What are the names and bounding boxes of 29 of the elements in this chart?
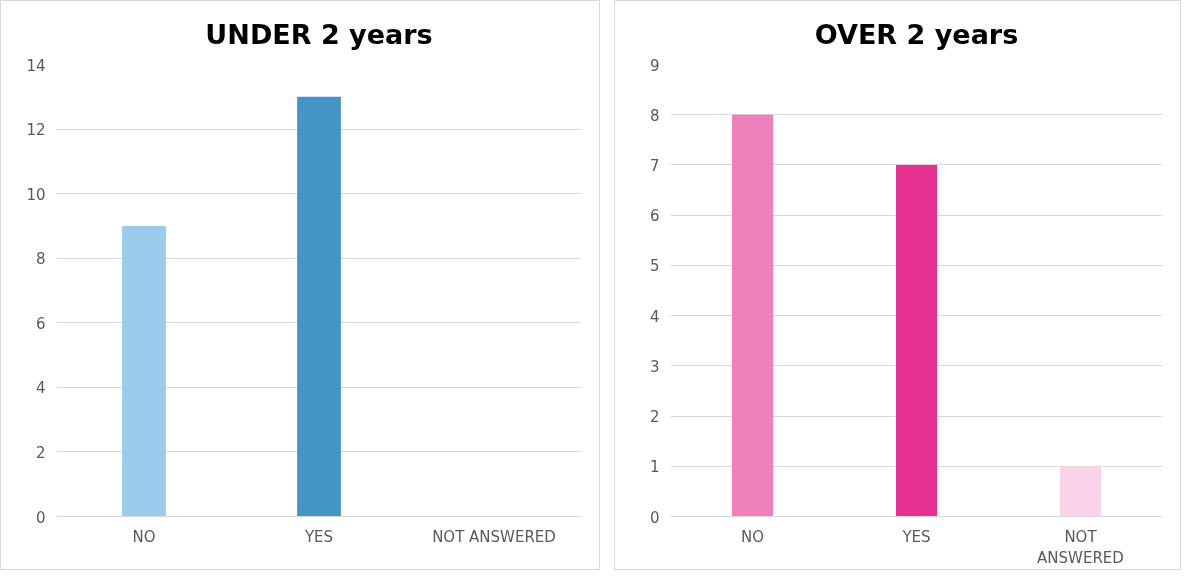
x-tick-label: NO [740, 527, 765, 546]
y-tick-label: 4 [35, 379, 46, 398]
y-tick-label: 8 [35, 250, 46, 269]
y-tick-label: 9 [649, 56, 660, 75]
chart-title: UNDER 2 years [205, 18, 433, 50]
bar [732, 114, 773, 517]
y-tick-label: 6 [649, 207, 660, 226]
bar [1060, 466, 1101, 517]
y-tick-label: 10 [26, 185, 46, 204]
y-tick-label: 5 [649, 257, 660, 276]
x-tick-label: NOT ANSWERED [432, 527, 556, 546]
x-tick-label: NOT ANSWERED [1037, 527, 1124, 568]
y-tick-label: 7 [649, 156, 660, 175]
x-tick-label: NO [132, 527, 156, 546]
y-tick-label: 12 [26, 121, 46, 140]
y-tick-label: 4 [649, 307, 660, 326]
chart-title: OVER 2 years [814, 18, 1019, 50]
y-tick-label: 6 [35, 314, 46, 333]
y-tick-label: 2 [35, 443, 46, 462]
y-tick-label: 0 [35, 508, 46, 527]
x-tick-label: YES [303, 527, 334, 546]
y-tick-label: 3 [649, 357, 660, 376]
bar [896, 164, 937, 517]
y-tick-label: 14 [26, 56, 46, 75]
y-tick-label: 8 [649, 106, 660, 125]
y-tick-label: 0 [649, 508, 660, 527]
y-tick-label: 2 [649, 408, 660, 427]
y-tick-label: 1 [649, 458, 660, 477]
x-tick-label: YES [901, 527, 931, 546]
